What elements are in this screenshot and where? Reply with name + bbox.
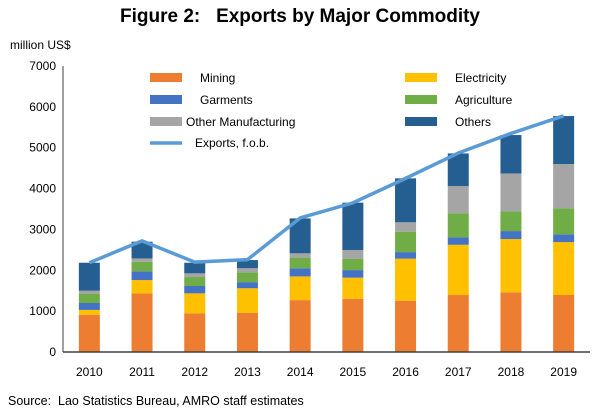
bar-garments	[131, 271, 153, 281]
x-tick-label: 2011	[129, 365, 155, 379]
bar-agriculture	[236, 272, 258, 283]
bar-other-manufacturing	[289, 253, 311, 258]
bar-others	[342, 202, 364, 251]
bar-garments	[500, 231, 522, 240]
legend-swatch-other-manufacturing	[150, 117, 182, 126]
legend-swatch-electricity	[405, 73, 437, 82]
legend-swatch-garments	[150, 95, 182, 104]
legend-label: Electricity	[455, 71, 506, 85]
bar-garments	[78, 302, 100, 310]
bar-others	[78, 262, 100, 291]
legend-label: Others	[455, 115, 491, 129]
bar-electricity	[78, 309, 100, 315]
bar-others	[553, 116, 575, 165]
legend-label: Exports, f.o.b.	[195, 136, 269, 150]
bar-mining	[395, 300, 417, 352]
x-tick-label: 2017	[445, 365, 472, 379]
bar-other-manufacturing	[236, 268, 258, 273]
bar-other-manufacturing	[342, 250, 364, 259]
bar-garments	[289, 268, 311, 277]
y-tick-label: 3000	[29, 222, 56, 236]
bar-garments	[236, 282, 258, 289]
x-tick-label: 2013	[234, 365, 261, 379]
bar-mining	[500, 292, 522, 352]
bar-mining	[289, 300, 311, 352]
bar-other-manufacturing	[78, 290, 100, 294]
bar-others	[289, 218, 311, 254]
legend-label: Mining	[200, 71, 235, 85]
legend-swatch-mining	[150, 73, 182, 82]
legend-label: Garments	[200, 93, 253, 107]
y-tick-label: 2000	[29, 263, 56, 277]
legend-label: Agriculture	[455, 93, 513, 107]
bar-others	[447, 153, 469, 187]
x-tick-label: 2010	[76, 365, 103, 379]
bar-other-manufacturing	[395, 222, 417, 232]
bar-other-manufacturing	[184, 273, 206, 278]
y-axis-label: million US$	[10, 38, 71, 52]
bar-other-manufacturing	[500, 173, 522, 212]
legend-label: Other Manufacturing	[186, 115, 295, 129]
y-tick-label: 1000	[29, 304, 56, 318]
bar-mining	[78, 314, 100, 352]
source-note: Source: Lao Statistics Bureau, AMRO staf…	[8, 394, 304, 408]
bar-agriculture	[78, 293, 100, 303]
legend-swatch-others	[405, 117, 437, 126]
y-tick-label: 0	[49, 345, 56, 359]
legend-swatch-agriculture	[405, 95, 437, 104]
bar-agriculture	[395, 231, 417, 253]
bar-agriculture	[131, 261, 153, 272]
bar-mining	[236, 312, 258, 352]
y-tick-label: 7000	[29, 59, 56, 73]
bar-electricity	[553, 242, 575, 296]
bar-other-manufacturing	[553, 164, 575, 209]
x-tick-label: 2015	[339, 365, 366, 379]
bar-mining	[342, 298, 364, 352]
bar-electricity	[447, 244, 469, 296]
bar-garments	[447, 237, 469, 245]
bar-agriculture	[447, 213, 469, 238]
bar-electricity	[500, 239, 522, 293]
bar-electricity	[131, 280, 153, 294]
y-tick-label: 5000	[29, 141, 56, 155]
x-tick-label: 2012	[181, 365, 208, 379]
y-tick-label: 4000	[29, 182, 56, 196]
bar-others	[236, 260, 258, 269]
bar-mining	[184, 313, 206, 352]
bar-garments	[184, 286, 206, 294]
bar-electricity	[342, 277, 364, 299]
bar-electricity	[289, 276, 311, 301]
x-tick-label: 2016	[392, 365, 419, 379]
bar-mining	[447, 295, 469, 352]
bar-agriculture	[500, 211, 522, 232]
chart-title: Figure 2: Exports by Major Commodity	[120, 6, 480, 27]
bar-mining	[131, 293, 153, 352]
exports-line	[88, 114, 565, 265]
bar-electricity	[395, 258, 417, 301]
bar-electricity	[184, 293, 206, 314]
bar-others	[131, 241, 153, 259]
bar-others	[500, 135, 522, 174]
bar-agriculture	[553, 208, 575, 235]
bar-others	[184, 262, 206, 274]
bar-others	[395, 178, 417, 223]
bar-electricity	[236, 288, 258, 313]
bar-garments	[342, 270, 364, 278]
bar-garments	[395, 252, 417, 259]
bar-agriculture	[289, 257, 311, 269]
bar-other-manufacturing	[131, 258, 153, 262]
y-tick-label: 6000	[29, 100, 56, 114]
bar-agriculture	[184, 277, 206, 287]
bar-garments	[553, 234, 575, 243]
bar-other-manufacturing	[447, 186, 469, 214]
x-tick-label: 2018	[498, 365, 525, 379]
bar-mining	[553, 295, 575, 352]
x-tick-label: 2019	[550, 365, 577, 379]
x-tick-label: 2014	[287, 365, 314, 379]
bar-agriculture	[342, 258, 364, 271]
